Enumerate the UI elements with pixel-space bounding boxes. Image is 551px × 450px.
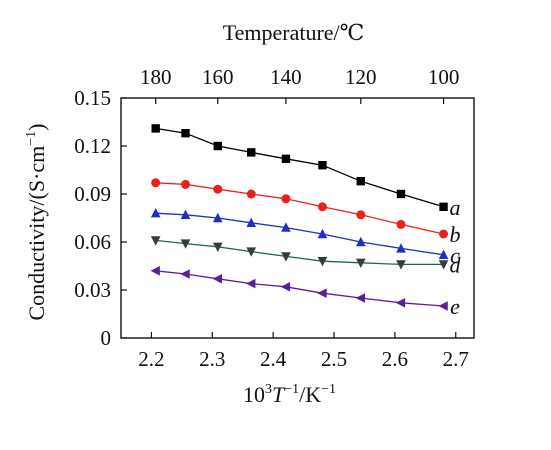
data-point xyxy=(356,177,365,186)
data-point xyxy=(150,266,160,276)
data-point xyxy=(317,228,328,239)
series-b xyxy=(151,178,449,239)
data-point xyxy=(281,222,291,232)
data-point xyxy=(150,236,161,246)
data-point xyxy=(213,141,222,151)
data-point xyxy=(213,184,223,194)
data-point xyxy=(181,179,191,189)
y-tick-label: 0.03 xyxy=(74,278,111,302)
y-tick-label: 0.15 xyxy=(74,86,111,110)
top-axis-title: Temperature/℃ xyxy=(223,20,365,45)
data-point xyxy=(318,161,327,170)
top-tick-label: 120 xyxy=(345,65,377,89)
data-point xyxy=(180,239,191,249)
y-axis-title-part: Conductivity/(S·cm xyxy=(24,146,49,321)
plot-frame xyxy=(120,97,475,339)
data-point xyxy=(150,208,161,218)
data-point xyxy=(151,178,161,188)
top-tick-label: 160 xyxy=(202,65,234,89)
data-point xyxy=(280,282,291,292)
x-axis-title-part: /K xyxy=(299,382,321,407)
axes: 2.2 2.3 2.4 2.5 2.6 2.7 0 0.03 0.06 0.09 0.12 0.15 1… xyxy=(24,20,475,407)
series-d xyxy=(150,236,449,270)
data-point xyxy=(181,129,190,138)
x-axis-title-part: 10 xyxy=(243,382,265,407)
x-tick-label: 2.3 xyxy=(199,347,225,371)
data-point xyxy=(246,189,256,199)
x-tick-label: 2.4 xyxy=(260,347,287,371)
top-tick-label: 180 xyxy=(140,65,172,89)
data-point xyxy=(396,260,406,270)
data-point xyxy=(151,124,160,133)
series-label-d: d xyxy=(450,252,462,277)
data-point xyxy=(395,298,406,308)
data-point xyxy=(246,278,256,289)
y-axis-title-sup: −1 xyxy=(24,131,39,146)
series-label-b: b xyxy=(450,222,461,247)
x-axis-title-sup: −1 xyxy=(321,382,336,397)
y-tick-label: 0.06 xyxy=(74,230,111,254)
data-point xyxy=(317,288,327,298)
data-point xyxy=(396,243,406,253)
data-point xyxy=(396,219,406,229)
y-tick-label: 0.12 xyxy=(74,134,111,158)
x-axis-title-sup: −1 xyxy=(284,382,299,397)
series-c xyxy=(150,208,449,259)
series-group xyxy=(150,124,449,311)
data-point xyxy=(438,301,448,311)
data-point xyxy=(355,258,366,268)
data-point xyxy=(281,252,291,262)
data-point xyxy=(246,217,257,227)
data-point xyxy=(281,154,291,163)
data-point xyxy=(396,189,406,199)
data-point xyxy=(356,210,366,220)
data-point xyxy=(439,202,448,211)
data-point xyxy=(180,269,190,279)
series-label-a: a xyxy=(450,195,461,220)
data-point xyxy=(438,260,449,270)
x-axis-title: 103T−1/K−1 xyxy=(243,382,336,407)
y-tick-label: 0 xyxy=(101,326,112,350)
data-point xyxy=(438,249,449,259)
x-axis-title-var: T xyxy=(272,382,286,407)
data-point xyxy=(180,209,191,219)
data-point xyxy=(317,202,327,212)
data-point xyxy=(281,194,291,204)
top-tick-label: 140 xyxy=(270,65,302,89)
data-point xyxy=(439,229,449,239)
y-axis-title: Conductivity/(S·cm−1) xyxy=(24,124,49,321)
top-tick-label: 100 xyxy=(428,65,460,89)
data-point xyxy=(317,257,328,267)
data-point xyxy=(246,247,257,257)
data-point xyxy=(212,212,223,223)
series-label-e: e xyxy=(450,294,460,319)
x-tick-label: 2.5 xyxy=(321,347,347,371)
x-tick-label: 2.7 xyxy=(443,347,469,371)
series-label-c: c xyxy=(450,243,460,268)
x-tick-label: 2.6 xyxy=(382,347,408,371)
series-e xyxy=(150,266,448,311)
data-point xyxy=(355,236,366,247)
y-axis-title-part: ) xyxy=(24,124,49,131)
x-tick-label: 2.2 xyxy=(138,347,164,371)
data-point xyxy=(212,242,223,252)
series-a xyxy=(151,124,448,211)
y-tick-label: 0.09 xyxy=(74,182,111,206)
x-axis-title-sup: 3 xyxy=(265,382,272,397)
data-point xyxy=(247,148,256,157)
data-point xyxy=(355,293,365,303)
data-point xyxy=(212,274,222,284)
